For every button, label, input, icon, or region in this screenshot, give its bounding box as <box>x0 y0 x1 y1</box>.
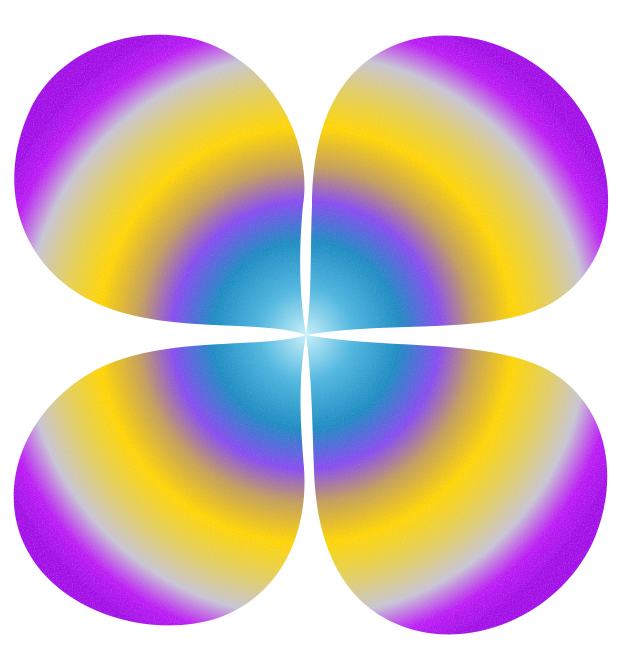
petal-bottom-right <box>306 335 608 635</box>
petal-top-left <box>14 34 307 335</box>
petal-bottom-left <box>13 335 307 626</box>
petal-top-right <box>306 35 609 335</box>
petals-group <box>13 34 609 635</box>
